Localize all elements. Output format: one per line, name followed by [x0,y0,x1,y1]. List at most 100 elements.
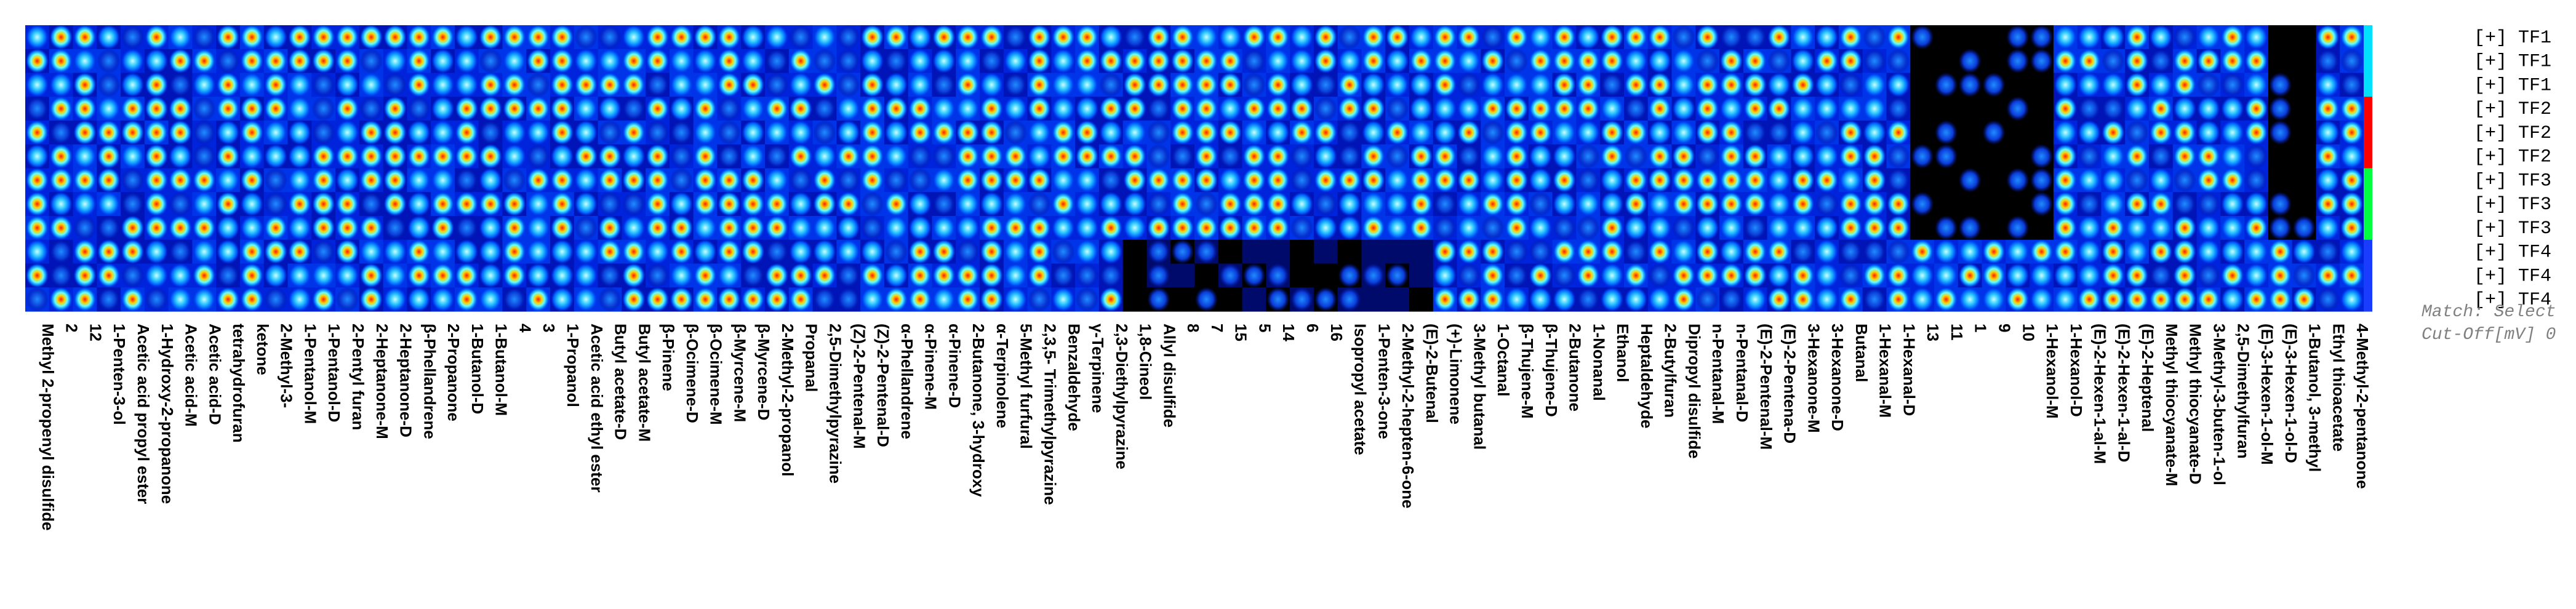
heatmap-spot [1911,25,1934,50]
heatmap-spot [1719,263,1743,289]
heatmap-spot [670,215,693,241]
column-label: 2-Propanone [444,324,463,421]
heatmap-spot [1362,191,1385,217]
column-label: 3-Hexanone-M [1804,324,1823,433]
heatmap-spot [1004,96,1027,121]
heatmap-spot [25,48,49,74]
heatmap-spot [1028,25,1051,50]
heatmap-spot [169,263,192,289]
heatmap-spot [1266,263,1290,289]
heatmap-spot [598,191,622,217]
heatmap-spot [550,143,574,169]
column-label: 3-Methyl butanal [1470,324,1489,450]
heatmap-spot [908,287,932,312]
heatmap-spot [431,48,455,74]
heatmap-spot [2126,239,2149,265]
heatmap-spot [1815,239,1839,265]
heatmap-spot [503,120,526,145]
heatmap-cell [1385,287,1410,312]
column-label: β-Ocimene-D [683,324,702,423]
heatmap-spot [550,191,574,217]
heatmap-spot [503,96,526,121]
heatmap-spot [1338,25,1361,50]
heatmap-spot [169,48,192,74]
heatmap-spot [1028,263,1051,289]
heatmap-cell [1934,192,1959,217]
heatmap-spot [1505,167,1529,193]
heatmap-spot [383,191,407,217]
heatmap-spot [49,167,73,193]
heatmap-spot [860,191,884,217]
heatmap-spot [1600,239,1624,265]
heatmap-spot [527,25,550,50]
heatmap-spot [1457,143,1481,169]
heatmap-spot [2054,120,2077,145]
heatmap-spot [1457,25,1481,50]
heatmap-spot [49,263,73,289]
heatmap-spot [288,167,311,193]
column-label: 1-Hexanol-M [2043,324,2062,419]
heatmap-cell [1982,49,2006,74]
heatmap-spot [2030,143,2054,169]
column-label: 3-Methyl-3-buten-1-ol [2210,324,2228,485]
heatmap-spot [455,215,478,241]
heatmap-spot [2149,72,2173,98]
column-label: 1-Butanol-M [492,324,511,416]
heatmap-spot [431,287,455,312]
heatmap-spot [1600,96,1624,121]
heatmap-spot [1385,96,1409,121]
heatmap-spot [1815,215,1839,241]
heatmap-spot [383,239,407,265]
heatmap-spot [1672,239,1695,265]
heatmap-spot [2126,120,2149,145]
column-label: 8 [1184,324,1202,332]
heatmap-spot [550,72,574,98]
heatmap-cell [1910,168,1935,193]
heatmap-spot [2316,263,2340,289]
heatmap-spot [2197,263,2220,289]
heatmap-spot [25,191,49,217]
heatmap-cell [2030,97,2054,121]
group-color-segment [2364,216,2372,241]
heatmap-spot [1863,48,1886,74]
heatmap-spot [765,263,789,289]
heatmap-cell [1910,97,1935,121]
heatmap-spot [1457,96,1481,121]
heatmap-spot [813,239,836,265]
heatmap-cell [1170,287,1195,312]
column-label: 1-Hexanol-D [2067,324,2086,417]
heatmap-spot [908,96,932,121]
heatmap-spot [1648,263,1671,289]
heatmap-spot [1075,25,1099,50]
match-select-text: Match: Select [2422,303,2556,322]
heatmap-spot [1457,287,1481,312]
heatmap-spot [1290,72,1314,98]
heatmap-spot [1767,287,1791,312]
heatmap-spot [718,287,741,312]
heatmap-spot [359,239,383,265]
heatmap-spot [860,287,884,312]
heatmap-spot [980,96,1004,121]
heatmap-spot [1815,96,1839,121]
heatmap-cell [1958,25,1983,50]
heatmap-spot [2149,287,2173,312]
heatmap-spot [288,287,311,312]
heatmap-spot [1338,48,1361,74]
heatmap-spot [1815,143,1839,169]
heatmap-spot [765,96,789,121]
heatmap-spot [2078,167,2101,193]
heatmap-spot [598,263,622,289]
heatmap-cell [2292,168,2317,193]
column-label: 2-Heptanone-M [373,324,391,439]
heatmap-spot [2054,263,2077,289]
heatmap-spot [956,96,980,121]
heatmap-spot [407,25,431,50]
heatmap-spot [431,120,455,145]
heatmap-spot [145,215,168,241]
column-label: Butyl acetate-D [612,324,630,440]
heatmap-spot [1505,48,1529,74]
heatmap-spot [264,239,287,265]
heatmap-spot [383,287,407,312]
heatmap-spot [25,167,49,193]
heatmap-spot [908,72,932,98]
